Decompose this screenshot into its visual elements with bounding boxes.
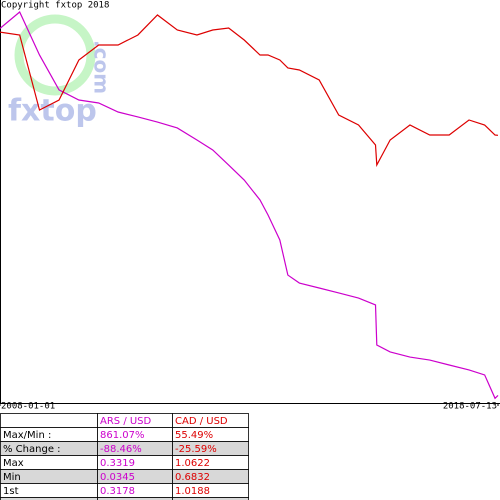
table-value: 861.07% — [100, 430, 145, 441]
row-label: Max — [3, 458, 24, 469]
stats-table: ARS / USD CAD / USD Max/Min : 861.07% 55.49%… — [0, 413, 249, 500]
series-line — [0, 11, 499, 400]
table-value: 0.0345 — [100, 472, 135, 483]
table-value: 0.6832 — [175, 472, 210, 483]
copyright: Copyright fxtop 2018 — [1, 1, 109, 11]
table-cell — [97, 497, 173, 500]
table-value: 1.0188 — [175, 486, 210, 497]
row-label: 1st — [3, 486, 19, 497]
column-header: CAD / USD — [175, 416, 228, 427]
row-label: % Change : — [3, 444, 61, 455]
watermark-text: fxtop — [8, 94, 97, 129]
table-value: 55.49% — [175, 430, 213, 441]
table-value: -25.59% — [175, 444, 217, 455]
table-cell — [172, 497, 249, 500]
table-value: 0.3178 — [100, 486, 135, 497]
series-line — [0, 14, 499, 168]
column-header: ARS / USD — [100, 416, 152, 427]
row-label: Max/Min : — [3, 430, 51, 441]
watermark: fxtop .com — [8, 14, 114, 129]
table-value: -88.46% — [100, 444, 142, 455]
watermark-suffix: .com — [90, 40, 114, 94]
watermark-ring — [14, 14, 96, 96]
table-value: 0.3319 — [100, 458, 135, 469]
table-cell — [0, 497, 98, 500]
table-cell — [0, 413, 98, 428]
table-value: 1.0622 — [175, 458, 210, 469]
x-tick-label: 2018-07-13 — [443, 402, 497, 412]
x-tick-label: 2008-01-01 — [1, 402, 55, 412]
row-label: Min — [3, 472, 21, 483]
